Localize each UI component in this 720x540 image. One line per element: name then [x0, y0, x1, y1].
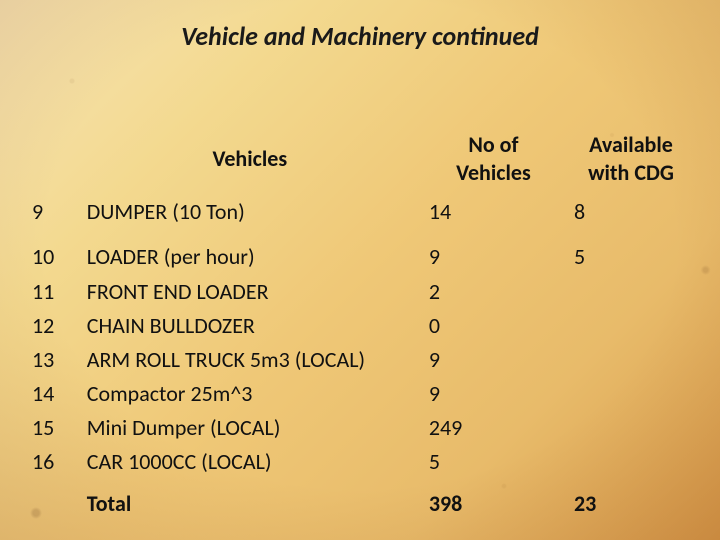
cell-vehicle: CHAIN BULLDOZER — [79, 309, 421, 343]
header-vehicles: Vehicles — [79, 128, 421, 195]
table-row: 12 CHAIN BULLDOZER 0 — [24, 309, 696, 343]
cell-vehicle: LOADER (per hour) — [79, 240, 421, 275]
cell-available — [566, 411, 696, 445]
cell-available — [566, 275, 696, 309]
cell-available — [566, 445, 696, 479]
cell-vehicle: Compactor 25m^3 — [79, 377, 421, 411]
cell-count: 5 — [421, 445, 566, 479]
cell-available — [566, 343, 696, 377]
total-label: Total — [79, 480, 421, 521]
cell-available — [566, 309, 696, 343]
cell-num: 15 — [24, 411, 79, 445]
total-available: 23 — [566, 480, 696, 521]
row-gap — [24, 229, 696, 240]
cell-count: 14 — [421, 195, 566, 229]
cell-num: 12 — [24, 309, 79, 343]
cell-vehicle: Mini Dumper (LOCAL) — [79, 411, 421, 445]
cell-vehicle: ARM ROLL TRUCK 5m3 (LOCAL) — [79, 343, 421, 377]
cell-num: 9 — [24, 195, 79, 229]
cell-count: 0 — [421, 309, 566, 343]
page-title: Vehicle and Machinery continued — [0, 20, 720, 52]
table-row: 11 FRONT END LOADER 2 — [24, 275, 696, 309]
cell-count: 9 — [421, 343, 566, 377]
cell-count: 9 — [421, 240, 566, 275]
cell-num: 13 — [24, 343, 79, 377]
table-row: 9 DUMPER (10 Ton) 14 8 — [24, 195, 696, 229]
table-row: 15 Mini Dumper (LOCAL) 249 — [24, 411, 696, 445]
cell-count: 249 — [421, 411, 566, 445]
table-header-row: Vehicles No of Vehicles Available with C… — [24, 128, 696, 195]
cell-available: 5 — [566, 240, 696, 275]
cell-num: 11 — [24, 275, 79, 309]
table-row: 14 Compactor 25m^3 9 — [24, 377, 696, 411]
cell-count: 2 — [421, 275, 566, 309]
cell-vehicle: DUMPER (10 Ton) — [79, 195, 421, 229]
cell-num: 10 — [24, 240, 79, 275]
header-available: Available with CDG — [566, 128, 696, 195]
cell-available: 8 — [566, 195, 696, 229]
table-row: 13 ARM ROLL TRUCK 5m3 (LOCAL) 9 — [24, 343, 696, 377]
table-row: 16 CAR 1000CC (LOCAL) 5 — [24, 445, 696, 479]
total-row: Total 398 23 — [24, 480, 696, 521]
table-row: 10 LOADER (per hour) 9 5 — [24, 240, 696, 275]
cell-num: 16 — [24, 445, 79, 479]
header-num — [24, 128, 79, 195]
header-count: No of Vehicles — [421, 128, 566, 195]
total-count: 398 — [421, 480, 566, 521]
vehicle-table: Vehicles No of Vehicles Available with C… — [24, 128, 696, 521]
cell-num: 14 — [24, 377, 79, 411]
cell-vehicle: FRONT END LOADER — [79, 275, 421, 309]
cell-available — [566, 377, 696, 411]
cell-count: 9 — [421, 377, 566, 411]
cell-vehicle: CAR 1000CC (LOCAL) — [79, 445, 421, 479]
